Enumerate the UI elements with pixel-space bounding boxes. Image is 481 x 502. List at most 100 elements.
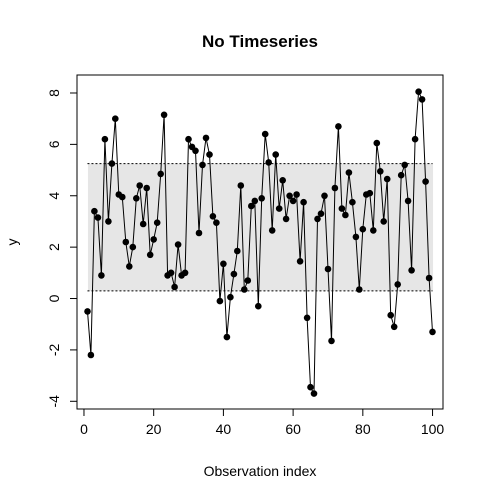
- data-point: [338, 205, 346, 212]
- data-point: [258, 195, 266, 202]
- data-point: [150, 236, 157, 243]
- data-point: [146, 251, 154, 259]
- data-point: [209, 213, 217, 220]
- y-tick-label: 6: [46, 140, 62, 148]
- data-point: [296, 258, 304, 265]
- data-point: [87, 351, 95, 359]
- data-point: [220, 260, 227, 268]
- data-point: [112, 115, 119, 122]
- data-point: [129, 243, 137, 251]
- data-point: [390, 323, 398, 331]
- y-tick-label: -4: [46, 395, 62, 408]
- x-tick-label: 40: [216, 421, 232, 437]
- data-point: [171, 283, 178, 291]
- y-axis-label: y: [4, 239, 20, 246]
- data-point: [394, 281, 402, 288]
- data-point: [328, 337, 335, 345]
- data-point: [352, 233, 360, 241]
- data-point: [397, 171, 405, 179]
- x-axis-label: Observation index: [204, 463, 317, 479]
- data-point: [286, 192, 293, 200]
- data-point: [282, 215, 290, 223]
- y-tick-label: 0: [46, 294, 62, 302]
- data-point: [133, 195, 140, 202]
- data-point: [408, 267, 415, 274]
- data-point: [227, 293, 234, 301]
- y-axis: -4 -2 0 2 4 6 8: [46, 89, 78, 408]
- data-point: [373, 139, 381, 147]
- x-axis: 0 20 40 60 80 100: [80, 408, 445, 437]
- data-point: [199, 161, 206, 169]
- data-point: [192, 147, 199, 155]
- data-point: [234, 247, 241, 255]
- data-point: [136, 182, 143, 189]
- data-point: [307, 383, 314, 391]
- data-point: [275, 205, 283, 212]
- data-point: [331, 184, 339, 192]
- data-point: [153, 219, 161, 226]
- data-point: [254, 302, 262, 310]
- data-point: [195, 229, 203, 237]
- data-point: [324, 265, 332, 273]
- data-point: [126, 263, 133, 270]
- data-point: [213, 219, 220, 226]
- data-point: [415, 88, 422, 95]
- data-point: [101, 135, 109, 143]
- data-point: [139, 220, 147, 228]
- data-point: [167, 269, 175, 277]
- data-point: [261, 130, 269, 138]
- data-point: [108, 160, 116, 167]
- data-point: [418, 96, 426, 103]
- data-point: [300, 198, 307, 206]
- data-point: [181, 269, 189, 277]
- data-point: [404, 197, 412, 205]
- data-point: [91, 207, 98, 215]
- data-point: [411, 135, 419, 143]
- data-point: [185, 135, 192, 143]
- data-point: [314, 215, 321, 223]
- data-point: [377, 168, 384, 175]
- data-point: [342, 211, 349, 219]
- series-points: [84, 88, 436, 397]
- data-point: [310, 390, 318, 397]
- data-point: [268, 227, 276, 234]
- data-point: [317, 210, 325, 217]
- data-point: [383, 175, 391, 183]
- data-point: [160, 111, 168, 119]
- data-point: [105, 218, 112, 225]
- chart-title: No Timeseries: [202, 32, 318, 51]
- data-point: [349, 198, 356, 206]
- data-point: [248, 202, 255, 210]
- data-point: [370, 227, 377, 234]
- x-tick-label: 100: [421, 421, 445, 437]
- data-point: [202, 134, 210, 142]
- data-point: [293, 191, 300, 198]
- data-point: [380, 218, 388, 225]
- data-point: [157, 170, 164, 178]
- y-tick-label: 2: [46, 243, 62, 251]
- data-point: [241, 286, 248, 293]
- data-point: [345, 169, 353, 176]
- data-point: [223, 333, 231, 341]
- x-tick-label: 60: [285, 421, 301, 437]
- data-point: [272, 151, 280, 158]
- data-point: [303, 314, 311, 322]
- y-tick-label: 8: [46, 89, 62, 97]
- data-point: [174, 241, 182, 248]
- data-point: [335, 123, 342, 130]
- data-point: [119, 193, 126, 201]
- data-point: [387, 311, 395, 319]
- data-point: [122, 238, 130, 246]
- data-point: [94, 214, 102, 221]
- data-point: [289, 197, 297, 205]
- data-point: [84, 308, 91, 315]
- data-point: [143, 184, 150, 192]
- data-point: [321, 192, 328, 200]
- y-tick-label: 4: [46, 192, 62, 200]
- data-point: [429, 328, 436, 336]
- data-point: [216, 297, 224, 305]
- x-tick-label: 20: [146, 421, 162, 437]
- x-tick-label: 0: [80, 421, 88, 437]
- data-point: [244, 277, 252, 284]
